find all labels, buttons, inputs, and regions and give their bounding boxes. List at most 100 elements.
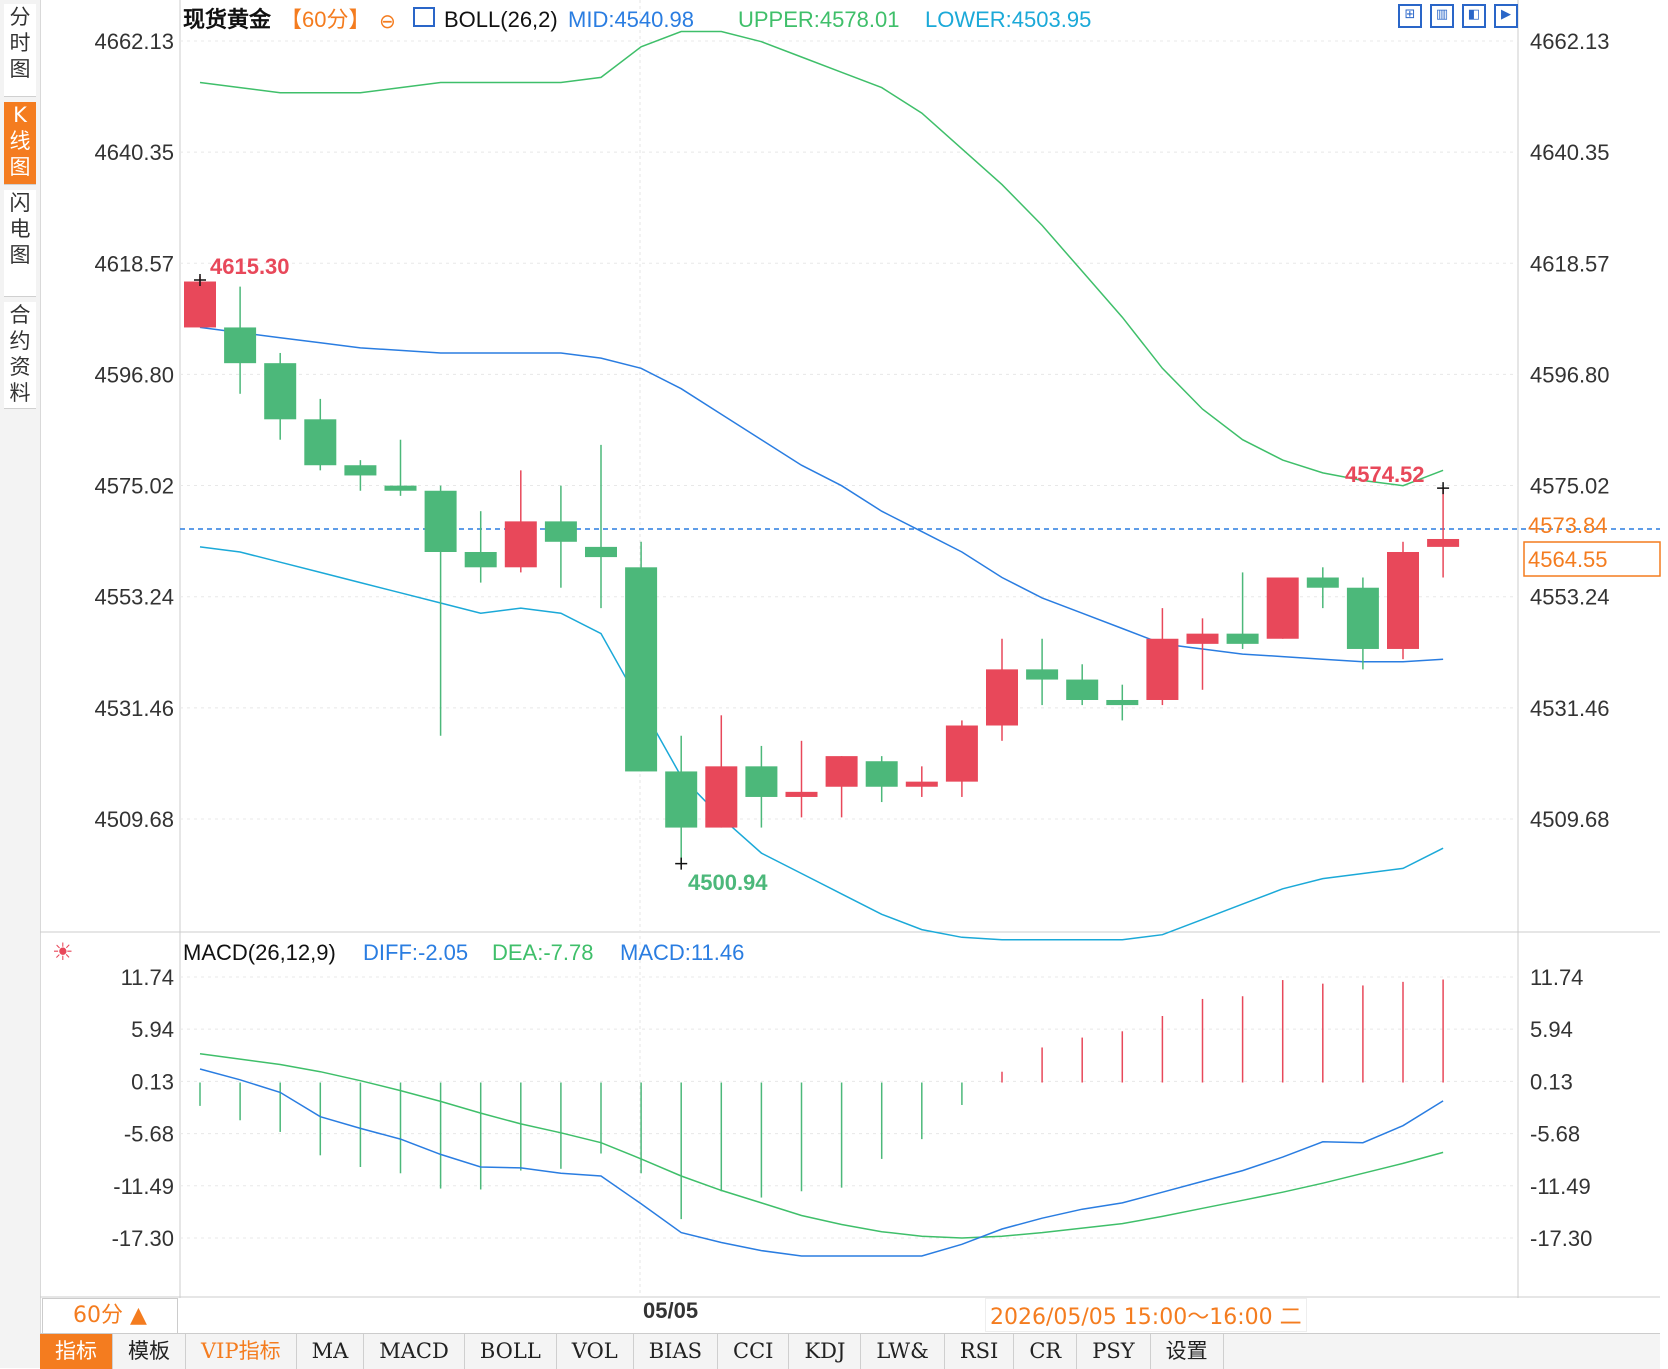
candle-body[interactable] bbox=[224, 327, 257, 364]
diff-line bbox=[199, 1068, 1444, 1257]
macd-tick-right: -11.49 bbox=[1530, 1174, 1591, 1199]
boll-icon[interactable] bbox=[413, 7, 435, 27]
instrument-name: 现货黄金 bbox=[183, 7, 272, 32]
indicator-tab-4[interactable]: MACD bbox=[364, 1334, 465, 1369]
grid bbox=[40, 0, 1660, 1298]
price-axis: 4662.13 4662.13 4640.35 4640.35 4618.57 4618.… bbox=[94, 29, 1609, 1251]
candle-body[interactable] bbox=[785, 791, 818, 797]
x-axis-date: 05/05 bbox=[643, 1298, 699, 1323]
side-tab-char: 资 bbox=[9, 355, 31, 379]
candle-body[interactable] bbox=[865, 761, 898, 787]
extreme-marker bbox=[675, 857, 688, 870]
high-annotation: 4615.30 bbox=[210, 254, 290, 279]
boll-lower-line bbox=[199, 546, 1444, 941]
macd-tick-right: 11.74 bbox=[1530, 965, 1583, 990]
candle-body[interactable] bbox=[585, 546, 617, 558]
price-tag-last: 4573.84 bbox=[1528, 513, 1608, 538]
macd-tick-left: 11.74 bbox=[121, 965, 174, 990]
macd-tick-right: 0.13 bbox=[1530, 1069, 1573, 1094]
candle-body[interactable] bbox=[384, 485, 417, 491]
candle-body[interactable] bbox=[1186, 633, 1219, 644]
indicator-tab-5[interactable]: BOLL bbox=[465, 1334, 557, 1369]
candle-body[interactable] bbox=[504, 521, 537, 568]
candle-body[interactable] bbox=[1226, 633, 1259, 644]
side-tab-char: 料 bbox=[9, 381, 31, 405]
zoom-icon[interactable]: ⊖ bbox=[379, 11, 396, 33]
indicator-tab-12[interactable]: CR bbox=[1014, 1334, 1078, 1369]
period-label[interactable]: 【60分】 bbox=[280, 7, 370, 32]
candle-body[interactable] bbox=[1427, 538, 1460, 547]
indicator-tab-13[interactable]: PSY bbox=[1077, 1334, 1151, 1369]
candle-body[interactable] bbox=[464, 551, 497, 568]
chart-type-icon[interactable]: ▥ bbox=[1430, 4, 1454, 28]
indicator-tab-14[interactable]: 设置 bbox=[1151, 1334, 1224, 1369]
price-tag-current: 4564.55 bbox=[1528, 547, 1608, 572]
side-tab-3[interactable]: 合约资料 bbox=[4, 302, 36, 409]
candle-body[interactable] bbox=[625, 567, 658, 772]
fullscreen-icon[interactable]: ▶ bbox=[1494, 4, 1518, 28]
candle-body[interactable] bbox=[184, 281, 216, 328]
macd-name: MACD(26,12,9) bbox=[183, 940, 336, 965]
candle-body[interactable] bbox=[544, 521, 577, 542]
boll-upper-line bbox=[199, 30, 1444, 487]
candle-body[interactable] bbox=[264, 363, 297, 420]
candle-body[interactable] bbox=[1346, 587, 1379, 649]
side-tab-2[interactable]: 闪电图 bbox=[4, 190, 36, 297]
indicator-tab-2[interactable]: VIP指标 bbox=[186, 1334, 297, 1369]
boll-upper: UPPER:4578.01 bbox=[738, 7, 899, 32]
layout-icon[interactable]: ⊞ bbox=[1398, 4, 1422, 28]
side-tab-char: 线 bbox=[9, 129, 31, 153]
indicator-tab-6[interactable]: VOL bbox=[557, 1334, 634, 1369]
candle-body[interactable] bbox=[1066, 679, 1099, 700]
side-tab-char: K bbox=[13, 103, 27, 127]
indicator-tab-9[interactable]: KDJ bbox=[789, 1334, 862, 1369]
candle-body[interactable] bbox=[986, 669, 1018, 726]
period-selector-button[interactable]: 60分 ▲ bbox=[42, 1298, 178, 1334]
y-tick-left: 4618.57 bbox=[94, 251, 174, 276]
candle-body[interactable] bbox=[705, 766, 738, 828]
boll-name: BOLL(26,2) bbox=[444, 7, 558, 32]
indicator-tab-11[interactable]: RSI bbox=[945, 1334, 1015, 1369]
candle-body[interactable] bbox=[665, 771, 698, 828]
candle-body[interactable] bbox=[1026, 669, 1059, 680]
side-tab-char: 图 bbox=[9, 243, 31, 267]
draw-tool-icon[interactable]: ◧ bbox=[1462, 4, 1486, 28]
macd-tick-left: 5.94 bbox=[131, 1017, 174, 1042]
candle-body[interactable] bbox=[344, 465, 377, 476]
indicator-tab-1[interactable]: 模板 bbox=[113, 1334, 186, 1369]
candle-body[interactable] bbox=[1266, 577, 1299, 639]
indicator-tab-0[interactable]: 指标 bbox=[40, 1334, 113, 1369]
candle-body[interactable] bbox=[304, 419, 337, 466]
candle-body[interactable] bbox=[1146, 638, 1179, 700]
candle-body[interactable] bbox=[825, 756, 858, 787]
side-tab-0[interactable]: 分时图 bbox=[4, 4, 36, 97]
y-tick-left: 4575.02 bbox=[94, 474, 174, 499]
indicator-tab-3[interactable]: MA bbox=[297, 1334, 365, 1369]
candle-body[interactable] bbox=[424, 490, 457, 552]
candle-body[interactable] bbox=[1306, 577, 1339, 588]
candle-body[interactable] bbox=[905, 781, 938, 787]
macd-pane bbox=[199, 979, 1444, 1257]
candle-body[interactable] bbox=[945, 725, 978, 782]
macd-tick-left: -11.49 bbox=[113, 1174, 174, 1199]
y-tick-left: 4531.46 bbox=[94, 696, 174, 721]
macd-settings-icon[interactable]: ☀ bbox=[52, 939, 74, 966]
macd-dea: DEA:-7.78 bbox=[492, 940, 594, 965]
y-tick-right: 4575.02 bbox=[1530, 474, 1610, 499]
indicator-tab-8[interactable]: CCI bbox=[718, 1334, 790, 1369]
candle-body[interactable] bbox=[1106, 699, 1139, 706]
macd-diff: DIFF:-2.05 bbox=[363, 940, 468, 965]
y-tick-left: 4662.13 bbox=[94, 29, 174, 54]
indicator-tab-10[interactable]: LW& bbox=[861, 1334, 945, 1369]
candles bbox=[184, 273, 1460, 870]
candle-body[interactable] bbox=[745, 766, 778, 797]
cursor-time-label: 2026/05/05 15:00～16:00 二 bbox=[985, 1298, 1307, 1332]
macd-tick-right: -17.30 bbox=[1530, 1226, 1592, 1251]
kline-chart[interactable]: 4662.13 4662.13 4640.35 4640.35 4618.57 4618.… bbox=[0, 0, 1668, 1333]
side-tab-char: 图 bbox=[9, 155, 31, 179]
boll-mid-line bbox=[199, 326, 1444, 663]
indicator-tab-7[interactable]: BIAS bbox=[634, 1334, 719, 1369]
candle-body[interactable] bbox=[1387, 551, 1419, 649]
